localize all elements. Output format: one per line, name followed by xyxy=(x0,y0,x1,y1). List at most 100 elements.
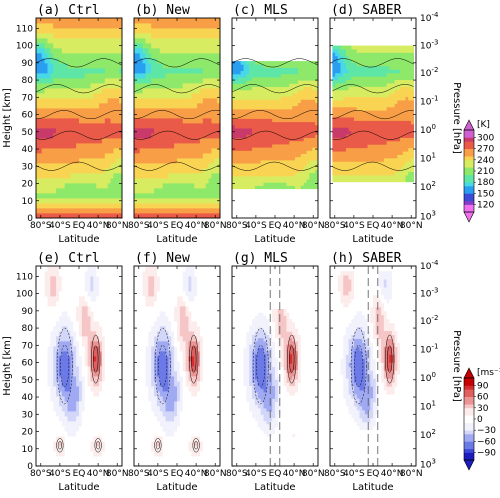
panel-title: (c) MLS xyxy=(233,3,288,18)
height-tick-label: 70 xyxy=(22,93,34,103)
panel-contours xyxy=(350,327,395,405)
latitude-tick-label: 80°N xyxy=(400,469,423,479)
pressure-tick-label: 101 xyxy=(420,152,436,165)
panel-u-2: 80°S40°S EQ 40°N80°N Latitude (f) New xyxy=(128,251,227,493)
pressure-tick-label: 10-2 xyxy=(420,314,438,327)
latitude-tick-label: 40°S xyxy=(49,221,71,231)
colorbar-tick-label: −60 xyxy=(477,437,496,447)
colorbar-end-low xyxy=(463,211,475,223)
latitude-tick-label: 40°N xyxy=(87,221,110,231)
panel-title: (a) Ctrl xyxy=(37,3,100,18)
colorbar-segment xyxy=(464,381,474,386)
colorbar-segment xyxy=(464,167,474,172)
height-tick-label: 50 xyxy=(22,376,34,386)
colorbar-tick-label: 0 xyxy=(477,415,483,425)
latitude-tick-label: 80°N xyxy=(204,469,227,479)
colorbar-tick-label: 90 xyxy=(477,381,489,391)
colorbar-segment xyxy=(464,415,474,420)
latitude-tick-label: 40°S xyxy=(245,469,267,479)
x-axis-label: Latitude xyxy=(254,234,295,245)
height-tick-label: 20 xyxy=(22,180,34,190)
height-tick-label: 100 xyxy=(16,42,33,52)
colorbar-segment xyxy=(464,411,474,416)
panel-field xyxy=(36,266,123,467)
colorbar-segment xyxy=(464,208,474,213)
colorbar-segment xyxy=(464,189,474,194)
colorbar-tick-label: 240 xyxy=(477,156,494,166)
panel-t-3: 80°S40°S EQ 40°N80°N Latitude (c) MLS xyxy=(226,3,325,245)
panel-title: (e) Ctrl xyxy=(37,251,100,266)
colorbar-segment xyxy=(464,404,474,409)
height-tick-label: 90 xyxy=(22,59,34,69)
panel-field xyxy=(134,18,221,219)
panel-field xyxy=(232,61,319,190)
colorbar-segment xyxy=(464,159,474,164)
colorbar-segment xyxy=(464,193,474,198)
panel-t-2: 80°S40°S EQ 40°N80°N Latitude (b) New xyxy=(128,3,227,245)
latitude-tick-label: EQ xyxy=(171,221,184,231)
height-tick-label: 0 xyxy=(27,214,33,224)
height-tick-label: 70 xyxy=(22,341,34,351)
panel-field xyxy=(332,45,415,183)
latitude-tick-label: 80°N xyxy=(302,469,325,479)
height-tick-label: 40 xyxy=(22,393,34,403)
height-tick-label: 90 xyxy=(22,307,34,317)
height-tick-label: 110 xyxy=(16,24,33,34)
colorbar-segment xyxy=(464,152,474,157)
latitude-tick-label: EQ xyxy=(367,469,380,479)
colorbar-segment xyxy=(464,445,474,450)
x-axis-label: Latitude xyxy=(156,482,197,493)
panel-u-4: 80°S40°S EQ 40°N80°N Latitude 10-4 10-3 10-2 10… xyxy=(324,251,462,493)
colorbar-tick-label: −90 xyxy=(477,449,496,459)
height-tick-label: 50 xyxy=(22,128,34,138)
colorbar-segment xyxy=(464,141,474,146)
colorbar-segment xyxy=(464,452,474,457)
latitude-tick-label: 40°N xyxy=(283,469,306,479)
panel-contours xyxy=(154,327,200,453)
height-tick-label: 10 xyxy=(22,445,34,455)
colorbar-tick-label: 210 xyxy=(477,167,494,177)
colorbar-unit: [K] xyxy=(477,120,490,130)
pressure-axis-label: Pressure [hPa] xyxy=(451,330,462,402)
latitude-tick-label: 40°S xyxy=(147,221,169,231)
colorbar-end-high xyxy=(463,119,475,131)
latitude-tick-label: 40°N xyxy=(185,469,208,479)
latitude-tick-label: 80°S xyxy=(324,221,346,231)
pressure-tick-label: 10-1 xyxy=(420,95,438,108)
colorbar-end-high xyxy=(463,367,475,379)
colorbar-segment xyxy=(464,456,474,461)
colorbar-segment xyxy=(464,174,474,179)
colorbar-segment xyxy=(464,433,474,438)
colorbar-segment xyxy=(464,389,474,394)
colorbar-segment xyxy=(464,441,474,446)
pressure-tick-label: 10-2 xyxy=(420,66,438,79)
panel-u-3: 80°S40°S EQ 40°N80°N Latitude (g) MLS xyxy=(226,251,325,493)
latitude-tick-label: 80°N xyxy=(302,221,325,231)
latitude-tick-label: EQ xyxy=(73,469,86,479)
height-tick-label: 40 xyxy=(22,145,34,155)
colorbar-segment xyxy=(464,400,474,405)
colorbar-segment xyxy=(464,419,474,424)
colorbar-segment xyxy=(464,204,474,209)
latitude-tick-label: 80°N xyxy=(106,221,129,231)
panel-contours xyxy=(231,58,319,171)
latitude-tick-label: 40°S xyxy=(245,221,267,231)
panel-field xyxy=(332,271,415,431)
colorbar-segment xyxy=(464,448,474,453)
latitude-tick-label: 80°S xyxy=(324,469,346,479)
pressure-tick-label: 100 xyxy=(420,371,436,384)
panel-title: (h) SABER xyxy=(331,251,402,266)
latitude-tick-label: 80°S xyxy=(128,469,150,479)
panel-contours xyxy=(56,327,102,453)
latitude-tick-label: 80°S xyxy=(30,469,52,479)
colorbar-segment xyxy=(464,133,474,138)
panel-contours xyxy=(133,58,221,171)
latitude-tick-label: 40°S xyxy=(49,469,71,479)
height-tick-label: 30 xyxy=(22,410,34,420)
colorbar-segment xyxy=(464,437,474,442)
latitude-tick-label: EQ xyxy=(171,469,184,479)
panel-title: (d) SABER xyxy=(331,3,402,18)
